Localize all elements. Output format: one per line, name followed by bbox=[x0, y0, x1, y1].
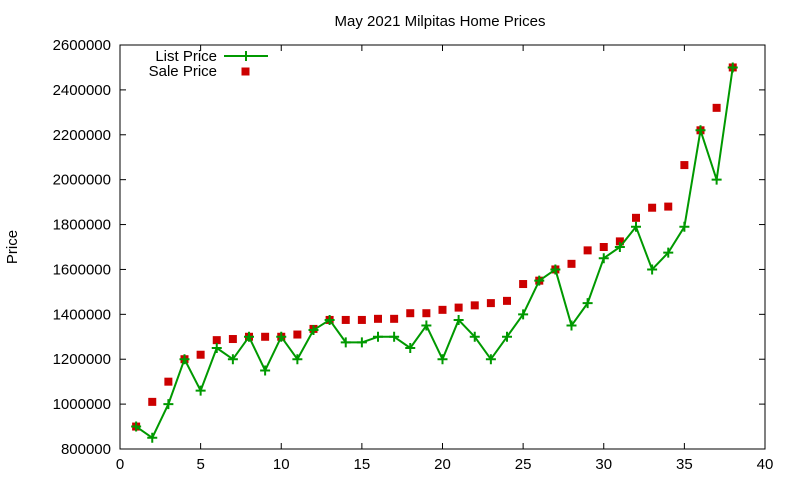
sale-price-point bbox=[261, 332, 270, 341]
y-tick-label: 800000 bbox=[61, 441, 111, 458]
x-tick-label: 30 bbox=[595, 456, 612, 473]
sale-price-point bbox=[148, 397, 157, 406]
list-price-point bbox=[195, 385, 206, 396]
legend-marker-list-price bbox=[241, 51, 251, 61]
sale-price-point bbox=[390, 314, 399, 323]
sale-price-point bbox=[293, 330, 302, 339]
list-price-point bbox=[502, 331, 512, 342]
plot-frame bbox=[119, 44, 766, 450]
legend-marker-sale-price bbox=[241, 67, 250, 76]
x-axis: 0 5 10 15 20 25 30 35 40 bbox=[116, 45, 774, 473]
sale-price-point bbox=[519, 280, 528, 289]
list-price-point bbox=[469, 331, 480, 342]
x-tick-label: 20 bbox=[434, 456, 451, 473]
list-price-point bbox=[211, 343, 222, 353]
sale-price-point bbox=[406, 309, 415, 318]
sale-price-point bbox=[648, 203, 657, 212]
sale-price-point bbox=[357, 315, 366, 324]
chart-title: May 2021 Milpitas Home Prices bbox=[335, 13, 546, 30]
sale-price-point bbox=[228, 335, 237, 344]
list-price-point bbox=[421, 320, 432, 331]
y-tick-label: 2600000 bbox=[53, 37, 111, 54]
list-price-point bbox=[582, 298, 593, 309]
list-price-point bbox=[727, 62, 738, 73]
list-price-point bbox=[308, 325, 319, 336]
sale-price-point bbox=[341, 315, 350, 324]
sale-price-point bbox=[567, 259, 576, 268]
list-price-point bbox=[485, 354, 496, 365]
list-price-point bbox=[244, 331, 254, 342]
legend-label-sale-price: Sale Price bbox=[149, 63, 217, 80]
sale-price-point bbox=[712, 103, 721, 112]
list-price-point bbox=[631, 221, 641, 232]
sale-price-point bbox=[680, 161, 689, 170]
sale-price-point bbox=[454, 303, 463, 312]
list-price-point bbox=[292, 354, 303, 365]
list-price-point bbox=[373, 331, 383, 342]
list-price-point bbox=[356, 337, 367, 348]
list-price-point bbox=[566, 320, 577, 331]
x-tick-label: 35 bbox=[676, 456, 693, 473]
y-tick-label: 1400000 bbox=[53, 306, 111, 323]
sale-price-point bbox=[164, 377, 173, 386]
list-price-point bbox=[147, 432, 158, 443]
list-price-point bbox=[598, 253, 609, 264]
x-tick-label: 15 bbox=[354, 456, 371, 473]
list-price-point bbox=[324, 314, 335, 325]
list-price-point bbox=[518, 309, 529, 320]
legend: List Price Sale Price bbox=[149, 48, 268, 80]
sale-price-point bbox=[503, 296, 511, 305]
sale-price-point bbox=[470, 301, 479, 310]
sale-price-point bbox=[615, 237, 624, 246]
list-price-point bbox=[663, 247, 674, 258]
list-price-point bbox=[647, 264, 658, 275]
sale-price-point bbox=[632, 213, 640, 222]
list-price-point bbox=[405, 343, 416, 353]
plot-area bbox=[131, 62, 738, 443]
y-tick-label: 1200000 bbox=[53, 351, 111, 368]
list-price-point bbox=[340, 337, 351, 348]
list-price-point bbox=[276, 331, 287, 342]
sale-price-point bbox=[374, 314, 382, 323]
list-price-point bbox=[163, 399, 174, 410]
list-price-point bbox=[550, 264, 561, 275]
list-price-point bbox=[711, 174, 722, 185]
legend-label-list-price: List Price bbox=[155, 48, 217, 65]
list-price-point bbox=[227, 354, 238, 365]
list-price-point bbox=[131, 421, 142, 432]
list-price-point bbox=[534, 275, 545, 286]
sale-price-point bbox=[664, 202, 673, 211]
x-tick-label: 0 bbox=[116, 456, 124, 473]
list-price-line bbox=[135, 67, 734, 439]
y-axis-label: Price bbox=[4, 230, 21, 264]
list-price-point bbox=[614, 242, 625, 252]
list-price-point bbox=[389, 331, 400, 342]
x-tick-label: 10 bbox=[273, 456, 290, 473]
x-tick-label: 5 bbox=[196, 456, 204, 473]
y-tick-label: 2000000 bbox=[53, 172, 111, 189]
sale-price-point bbox=[438, 305, 447, 314]
list-price-point bbox=[695, 125, 706, 136]
x-tick-label: 40 bbox=[757, 456, 774, 473]
list-price-point bbox=[260, 365, 271, 376]
y-tick-label: 1800000 bbox=[53, 217, 111, 234]
list-price-point bbox=[453, 314, 464, 325]
sale-price-point bbox=[486, 299, 495, 308]
y-tick-label: 1000000 bbox=[53, 396, 111, 413]
list-price-point bbox=[679, 221, 690, 232]
list-price-point bbox=[179, 354, 190, 365]
sale-price-point bbox=[583, 246, 592, 255]
list-price-point bbox=[437, 354, 448, 365]
sale-price-point bbox=[212, 336, 221, 345]
sale-price-point bbox=[196, 350, 205, 359]
x-tick-label: 25 bbox=[515, 456, 532, 473]
y-tick-label: 2400000 bbox=[53, 82, 111, 99]
sale-price-point bbox=[599, 243, 608, 251]
y-axis: 800000 1000000 1200000 1400000 1600000 180000… bbox=[53, 37, 765, 458]
sale-price-point bbox=[422, 309, 431, 318]
y-tick-label: 2200000 bbox=[53, 127, 111, 144]
y-tick-label: 1600000 bbox=[53, 261, 111, 278]
